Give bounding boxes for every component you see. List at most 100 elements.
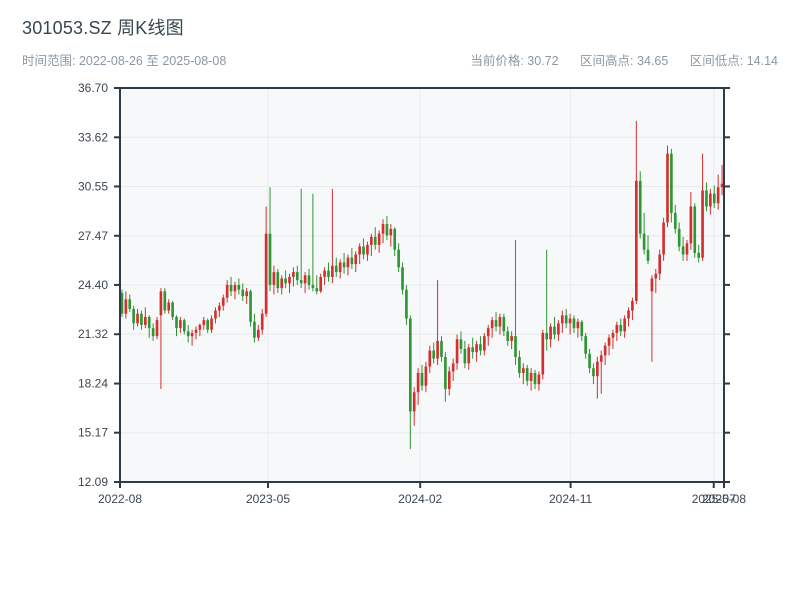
candle-body <box>479 344 482 351</box>
candle-body <box>128 299 132 309</box>
x-axis-labels: 2022-08 2023-05 2024-02 2024-11 2025-072025-… <box>98 492 746 506</box>
candle-body <box>233 284 237 292</box>
candle-body <box>163 291 167 311</box>
candle-body <box>319 276 323 292</box>
candle-body <box>412 392 416 412</box>
y-tick-label: 18.24 <box>78 377 108 391</box>
candle-body <box>693 206 697 253</box>
candle-body <box>210 318 213 330</box>
candle-body <box>159 291 163 316</box>
candle-body <box>518 356 521 373</box>
candle-body <box>303 275 307 284</box>
candle-body <box>284 278 287 284</box>
candle-body <box>486 328 490 337</box>
candle-body <box>463 348 467 364</box>
candle-body <box>560 315 564 324</box>
candle-body <box>666 153 669 223</box>
candle-body <box>377 233 381 245</box>
candle-body <box>350 257 354 265</box>
candle-body <box>627 310 630 319</box>
candle-body <box>299 280 303 284</box>
candle-body <box>701 190 704 258</box>
candle-body <box>334 265 338 273</box>
candle-body <box>451 363 455 372</box>
candle-body <box>677 228 681 247</box>
candle-body <box>658 254 662 274</box>
price-stats: 当前价格: 30.72 区间高点: 34.65 区间低点: 14.14 <box>470 50 778 69</box>
candle-body <box>171 302 174 317</box>
candle-body <box>467 347 471 364</box>
candle-body <box>385 224 389 236</box>
candle-body <box>580 321 584 337</box>
candle-body <box>521 368 525 373</box>
candle-body <box>155 320 159 337</box>
candle-body <box>447 371 451 389</box>
y-tick-label: 12.09 <box>78 475 108 489</box>
candle-body <box>654 273 658 279</box>
candle-body <box>673 212 677 229</box>
candle-body <box>401 267 404 290</box>
candle-body <box>151 328 155 337</box>
candle-body <box>596 361 599 377</box>
candle-body <box>603 345 607 356</box>
candle-body <box>338 262 342 273</box>
candle-body <box>705 190 708 207</box>
candle-body <box>416 372 420 393</box>
candle-body <box>572 318 576 329</box>
y-tick-label: 33.62 <box>78 130 108 144</box>
candle-body <box>525 368 529 381</box>
candle-body <box>553 326 556 335</box>
candle-body <box>607 337 611 346</box>
candle-body <box>568 318 572 324</box>
candle-body <box>397 249 400 268</box>
candle-body <box>373 236 377 245</box>
candle-body <box>455 339 459 364</box>
candle-body <box>124 299 128 314</box>
x-tick-label: 2025-07 <box>692 492 736 506</box>
candle-body <box>634 180 638 301</box>
candle-body <box>186 331 190 337</box>
candle-body <box>140 313 143 325</box>
candle-body <box>408 318 412 412</box>
candle-body <box>459 339 463 349</box>
candle-body <box>120 292 124 314</box>
candle-body <box>381 224 385 234</box>
candle-body <box>245 291 248 297</box>
y-axis-labels: 36.70 33.62 30.55 27.47 24.40 21.32 18.24 15.17… <box>78 81 108 489</box>
candle-body <box>697 252 700 258</box>
candle-body <box>198 324 202 330</box>
candle-body <box>576 321 580 329</box>
candle-body <box>584 336 587 354</box>
candle-body <box>253 321 256 338</box>
candle-body <box>288 276 291 284</box>
candle-body <box>716 187 720 204</box>
candle-body <box>483 336 486 351</box>
candle-body <box>194 329 198 333</box>
candle-body <box>720 183 724 188</box>
candle-body <box>144 316 147 325</box>
x-tick-label: 2022-08 <box>98 492 142 506</box>
candle-body <box>681 246 685 255</box>
candle-body <box>424 366 428 386</box>
stat-current-price: 当前价格: 30.72 <box>470 54 559 68</box>
candle-body <box>432 350 436 359</box>
candle-body <box>498 316 502 327</box>
candle-body <box>249 291 252 322</box>
candle-body <box>327 270 330 277</box>
candle-body <box>311 284 315 289</box>
stat-range-high: 区间高点: 34.65 <box>580 54 669 68</box>
candle-body <box>225 284 229 298</box>
candle-body <box>646 249 650 261</box>
candle-body <box>642 233 646 250</box>
x-tick-label: 2023-05 <box>246 492 290 506</box>
candle-body <box>241 289 245 297</box>
candle-body <box>592 368 595 377</box>
candle-body <box>490 320 494 329</box>
candle-body <box>136 313 139 324</box>
candle-body <box>346 257 350 268</box>
candle-body <box>471 347 474 353</box>
candle-body <box>295 272 299 281</box>
candle-body <box>405 289 408 319</box>
